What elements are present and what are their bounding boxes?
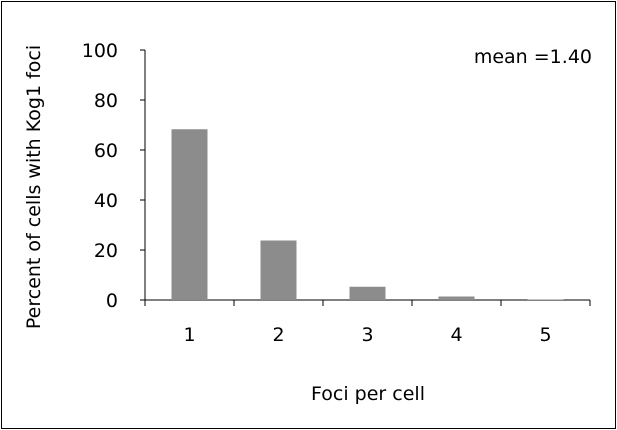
x-tick-label: 2 [272,324,284,346]
bar-4 [438,296,475,300]
y-tick-label: 60 [94,140,118,162]
y-tick-label: 0 [106,290,118,312]
y-axis-title: Percent of cells with Kog1 foci [23,45,45,329]
bar-2 [260,240,297,300]
y-tick-label: 20 [94,240,118,262]
bar-1 [171,129,208,300]
x-tick-label: 5 [539,324,551,346]
x-tick-labels: 1 2 3 4 5 [183,324,551,346]
y-tick-labels: 0 20 40 60 80 100 [82,40,118,312]
y-tick-label: 80 [94,90,118,112]
x-axis-title: Foci per cell [311,383,425,405]
y-tick-label: 40 [94,190,118,212]
x-tick-label: 1 [183,324,195,346]
bar-5 [527,299,564,300]
x-axis [144,299,591,306]
y-tick-label: 100 [82,40,118,62]
x-tick-label: 4 [450,324,462,346]
bars [171,129,564,300]
y-axis [140,49,146,301]
x-tick-label: 3 [361,324,373,346]
bar-3 [349,286,386,300]
mean-annotation: mean =1.40 [474,46,592,68]
